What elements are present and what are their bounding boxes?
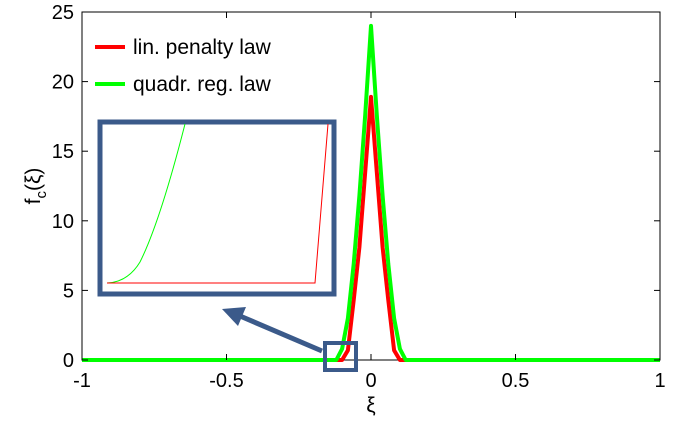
y-tick-label: 0 xyxy=(63,350,74,372)
zoom-region-box xyxy=(323,341,358,372)
legend: lin. penalty law quadr. reg. law xyxy=(95,36,272,96)
y-tick-label: 25 xyxy=(52,2,74,24)
y-tick-label: 20 xyxy=(52,72,74,94)
inset-frame xyxy=(97,119,337,297)
x-tick-label: -0.5 xyxy=(209,370,243,392)
legend-label-quadr: quadr. reg. law xyxy=(133,73,272,96)
inset-curve-quadr xyxy=(106,123,186,284)
x-tick-label: 1 xyxy=(654,370,665,392)
legend-label-lin: lin. penalty law xyxy=(133,36,272,59)
x-tick-label: -1 xyxy=(73,370,91,392)
svg-text:fc(ξ): fc(ξ) xyxy=(22,168,50,205)
y-tick-label: 5 xyxy=(63,280,74,302)
y-axis-label-arg: (ξ) xyxy=(22,168,45,191)
y-axis-label-main: f xyxy=(22,198,45,204)
x-tick-label: 0 xyxy=(365,370,376,392)
series-line-1 xyxy=(82,23,660,362)
x-axis-label: ξ xyxy=(366,394,375,417)
y-axis-label: fc(ξ) xyxy=(22,168,50,205)
y-tick-label: 15 xyxy=(52,141,74,163)
y-axis-label-subscript: c xyxy=(33,191,50,199)
zoom-arrow-head xyxy=(222,307,246,326)
x-tick-label: 0.5 xyxy=(502,370,530,392)
zoom-arrow xyxy=(222,307,323,354)
series-layer xyxy=(82,23,660,362)
series-line-0 xyxy=(82,94,660,362)
inset-curve-lin xyxy=(107,123,329,284)
y-tick-label: 10 xyxy=(52,211,74,233)
inset-zoom xyxy=(97,119,337,297)
